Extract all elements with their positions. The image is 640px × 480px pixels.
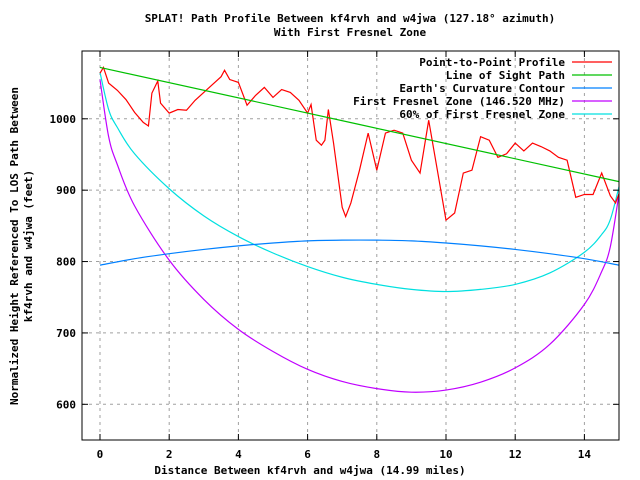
- y-tick-label: 800: [56, 256, 76, 269]
- first-fresnel-zone-146-520-mhz-line: [99, 79, 620, 393]
- legend-label: Line of Sight Path: [446, 69, 565, 82]
- y-axis-label-line2: kf4rvh and w4jwa (feet): [22, 170, 35, 322]
- x-tick-label: 12: [509, 448, 522, 461]
- x-axis-label: Distance Between kf4rvh and w4jwa (14.99…: [154, 464, 465, 477]
- y-tick-label: 600: [56, 398, 76, 411]
- y-axis-label-line1: Normalized Height Referenced To LOS Path…: [8, 87, 21, 405]
- x-tick-label: 14: [578, 448, 592, 461]
- y-tick-label: 1000: [50, 113, 77, 126]
- 60-of-first-fresnel-zone-line: [99, 72, 620, 293]
- chart-title-line2: With First Fresnel Zone: [274, 26, 427, 39]
- legend-label: Earth's Curvature Contour: [399, 82, 565, 95]
- legend-label: First Fresnel Zone (146.520 MHz): [353, 95, 565, 108]
- chart-title-line1: SPLAT! Path Profile Between kf4rvh and w…: [145, 12, 556, 25]
- x-tick-label: 6: [304, 448, 311, 461]
- y-tick-label: 700: [56, 327, 76, 340]
- x-tick-label: 0: [97, 448, 104, 461]
- x-tick-label: 2: [166, 448, 173, 461]
- grid: [82, 51, 619, 440]
- legend-label: Point-to-Point Profile: [419, 56, 565, 69]
- earth-s-curvature-contour-line: [99, 239, 620, 266]
- y-tick-label: 900: [56, 184, 76, 197]
- x-tick-label: 8: [373, 448, 380, 461]
- x-tick-label: 10: [439, 448, 452, 461]
- x-tick-label: 4: [235, 448, 242, 461]
- plot-frame: [81, 50, 620, 441]
- legend-label: 60% of First Fresnel Zone: [399, 108, 565, 121]
- line-of-sight-path-line: [99, 66, 620, 183]
- series-group: [99, 65, 620, 393]
- ticks: 0 2 4 6 8 10 12 14 600 700 800 900 1000: [50, 51, 619, 461]
- point-to-point-profile-line: [99, 65, 620, 222]
